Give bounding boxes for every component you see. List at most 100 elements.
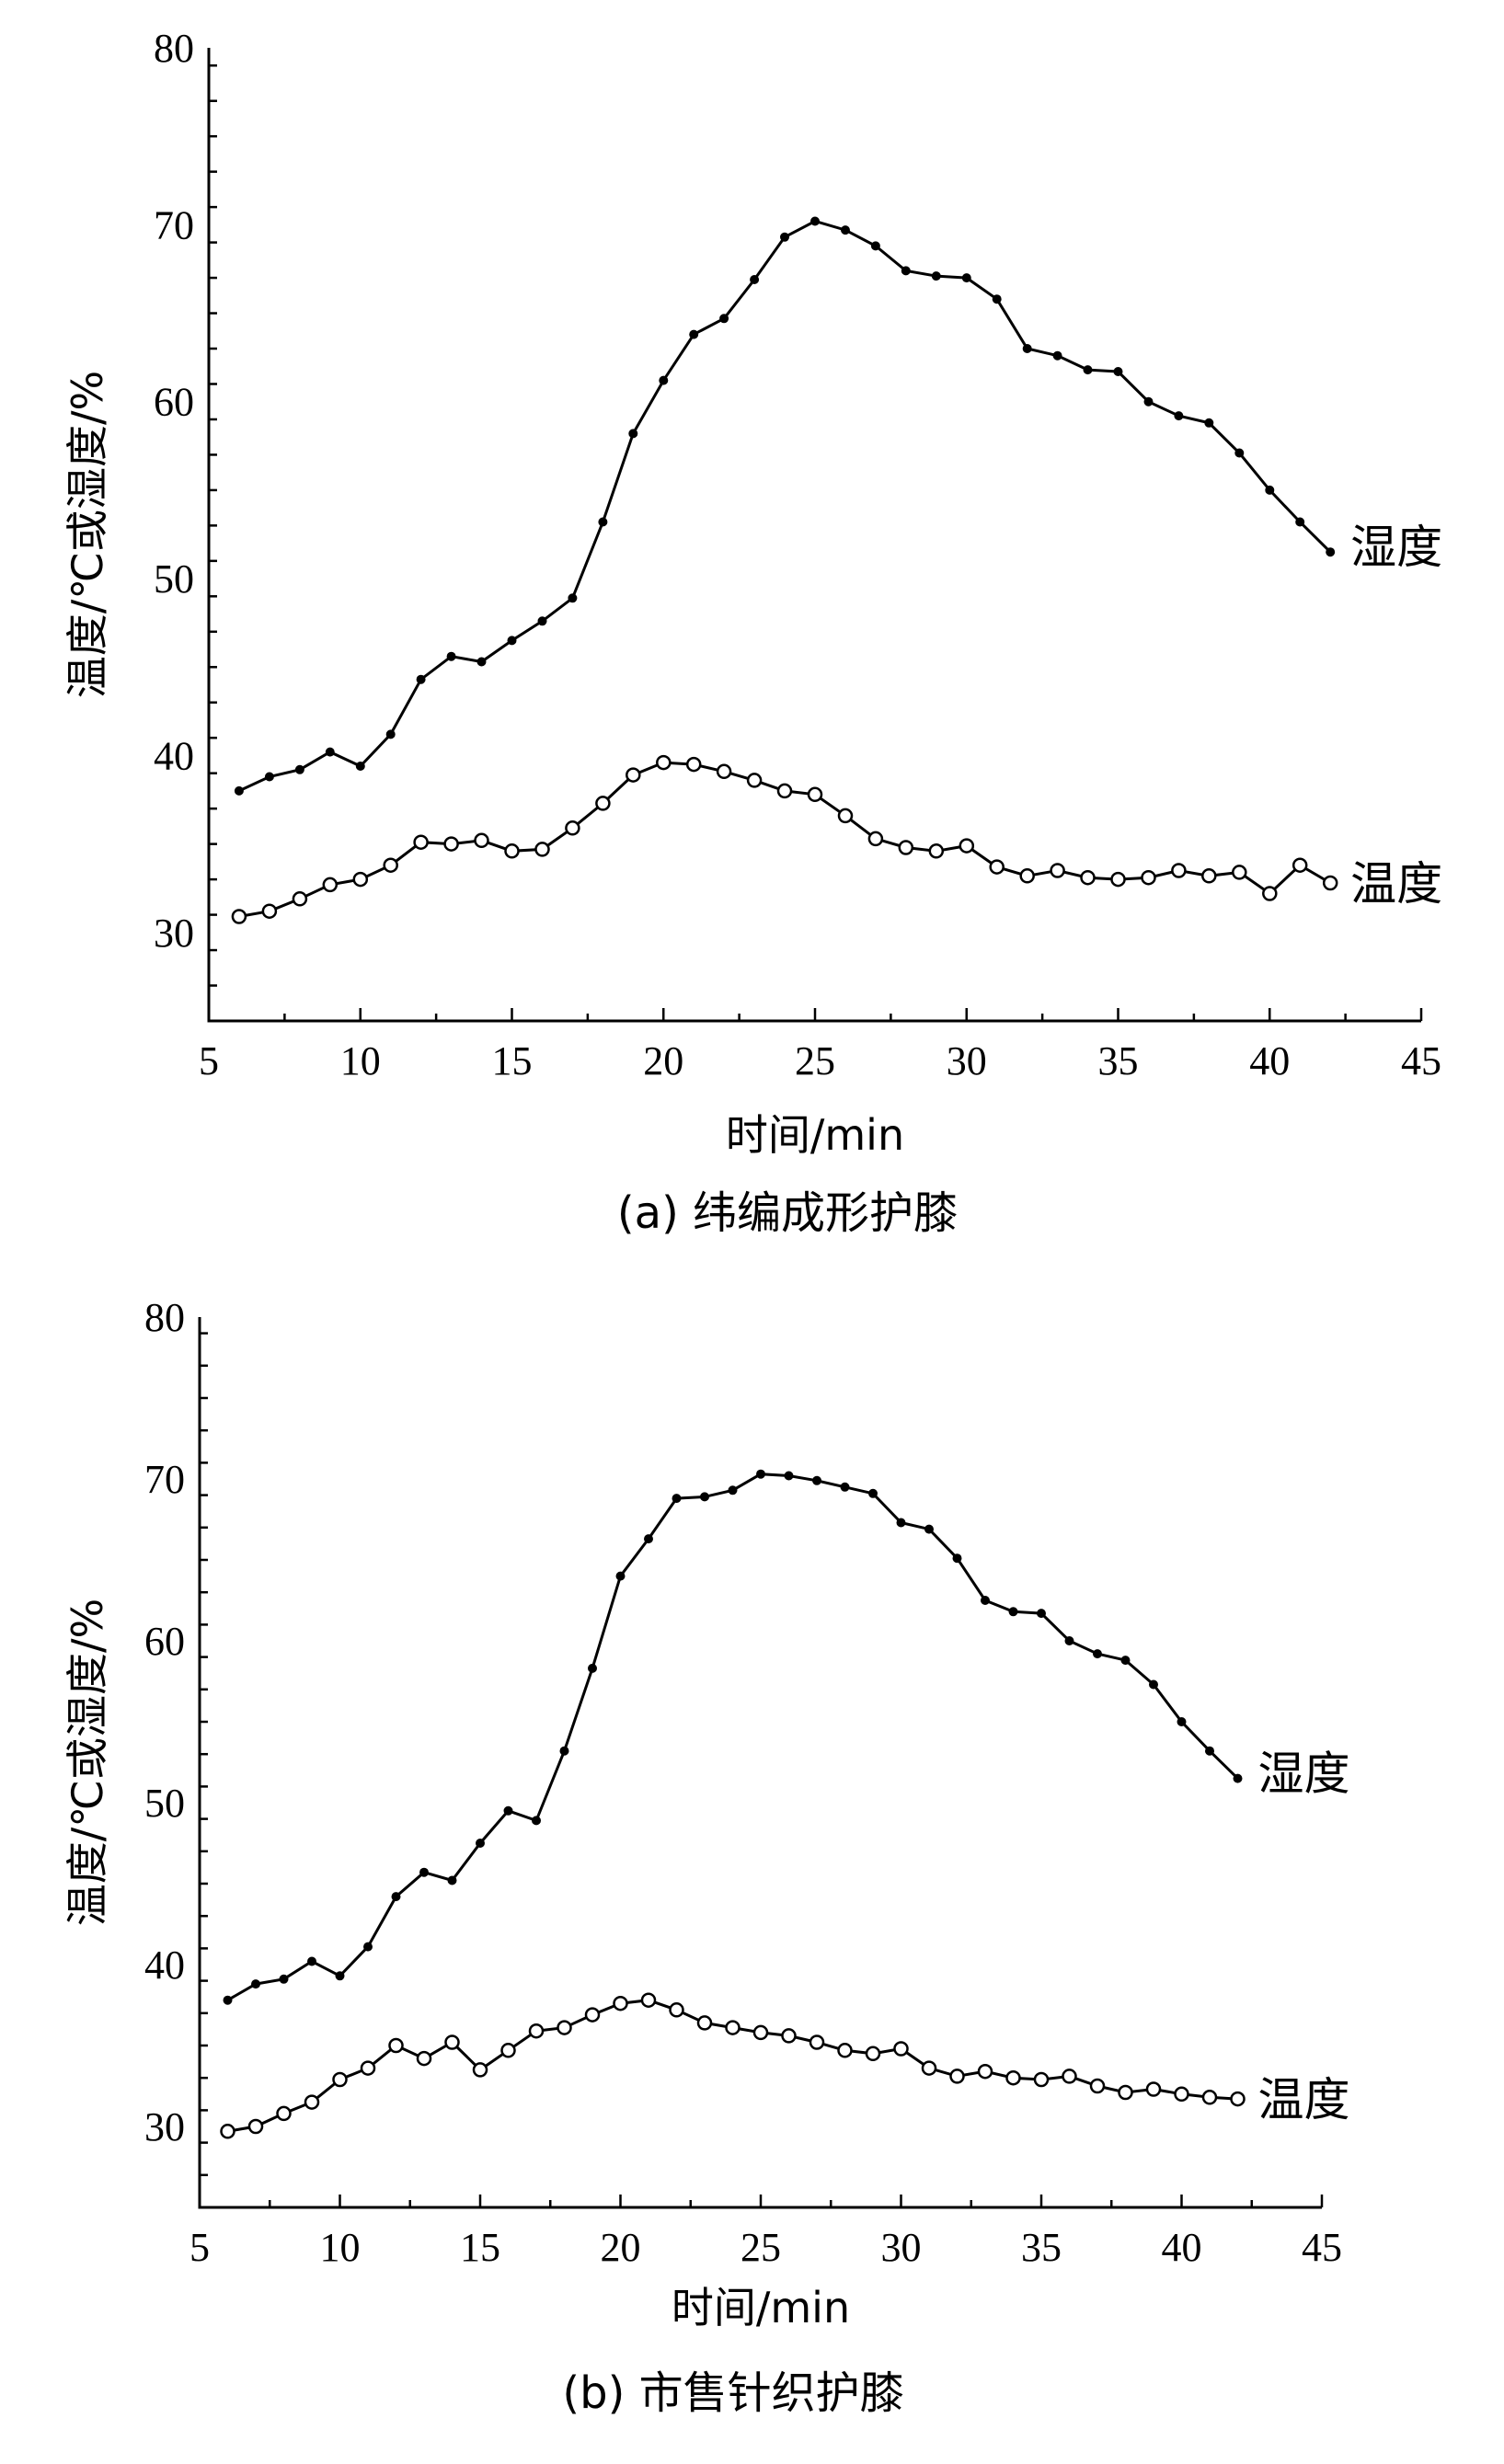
- data-point: [537, 616, 547, 626]
- x-tick-label: 10: [340, 1038, 381, 1083]
- data-point: [1171, 863, 1187, 878]
- data-point: [628, 429, 638, 439]
- x-tick-label: 20: [643, 1038, 683, 1083]
- data-point: [898, 840, 914, 855]
- data-point: [1174, 411, 1184, 421]
- data-point: [294, 764, 304, 774]
- x-axis-title: 时间/min: [726, 1110, 904, 1160]
- data-point: [1141, 869, 1156, 886]
- data-point: [1019, 868, 1035, 884]
- y-tick-label: 30: [154, 911, 194, 956]
- data-point: [419, 1867, 429, 1877]
- data-point: [264, 772, 274, 782]
- series-label: 湿度: [1350, 521, 1442, 574]
- data-point: [1037, 1609, 1046, 1619]
- data-point: [1062, 2069, 1077, 2084]
- data-point: [1234, 448, 1245, 458]
- chart-panel-b: 5 10 15 20 25 30 35 40 45 30 40 50 60 70 80 温度/℃或湿度/% 时间…: [63, 1295, 1350, 2419]
- x-tick-label: 15: [460, 2225, 500, 2270]
- x-tick-label: 20: [601, 2225, 641, 2270]
- data-point: [1295, 517, 1305, 527]
- data-point: [355, 762, 365, 771]
- data-point: [837, 808, 854, 824]
- data-point: [931, 271, 941, 281]
- data-point: [292, 891, 308, 907]
- data-point: [1080, 869, 1096, 886]
- y-tick-label: 60: [144, 1619, 185, 1664]
- data-point: [981, 1596, 990, 1605]
- data-point: [841, 225, 850, 235]
- data-point: [989, 859, 1005, 875]
- data-point: [1064, 1636, 1074, 1645]
- y-tick-label: 50: [154, 556, 194, 602]
- data-point: [1022, 344, 1032, 353]
- y-tick-label: 30: [144, 2104, 185, 2149]
- series-label: 温度: [1350, 857, 1442, 911]
- data-point: [360, 2060, 376, 2076]
- data-point: [669, 2002, 684, 2018]
- data-point: [534, 842, 550, 857]
- x-tick-label: 45: [1401, 1038, 1441, 1083]
- data-point: [1110, 871, 1126, 888]
- data-point: [659, 375, 669, 385]
- series-label: 温度: [1258, 2073, 1350, 2126]
- data-point: [901, 266, 911, 276]
- data-point: [812, 1475, 821, 1485]
- data-point: [1262, 886, 1278, 901]
- data-point: [870, 241, 880, 251]
- data-point: [504, 843, 520, 859]
- data-point: [837, 2043, 853, 2058]
- data-point: [447, 1875, 457, 1885]
- panel-caption: (a) 纬编成形护膝: [617, 1187, 958, 1239]
- data-point: [1205, 1746, 1214, 1756]
- data-point: [959, 838, 975, 854]
- data-point: [719, 314, 729, 324]
- data-point: [840, 1482, 850, 1492]
- data-point: [385, 729, 396, 739]
- x-tick-label: 15: [492, 1038, 533, 1083]
- x-tick-label: 5: [199, 1038, 219, 1083]
- data-point: [626, 767, 641, 783]
- data-point: [559, 1746, 569, 1756]
- data-point: [322, 877, 339, 893]
- data-point: [1083, 365, 1093, 375]
- y-tick-label: 70: [154, 202, 194, 247]
- data-point: [476, 657, 487, 667]
- x-tick-label: 25: [795, 1038, 835, 1083]
- data-point: [1232, 865, 1247, 880]
- data-point: [780, 232, 789, 242]
- data-point: [307, 1956, 316, 1966]
- x-tick-label: 40: [1162, 2225, 1202, 2270]
- x-tick-label: 35: [1098, 1038, 1139, 1083]
- x-tick-label: 40: [1249, 1038, 1290, 1083]
- data-point: [568, 593, 578, 603]
- data-point: [725, 2020, 741, 2035]
- data-point: [685, 756, 702, 773]
- data-point: [276, 2105, 292, 2122]
- x-tick-label: 5: [189, 2225, 210, 2270]
- data-point: [391, 1892, 401, 1902]
- data-point: [557, 2020, 572, 2035]
- series-line: [227, 1999, 1238, 2133]
- x-axis-title: 时间/min: [672, 2283, 850, 2332]
- data-point: [598, 517, 608, 527]
- data-point: [507, 636, 517, 646]
- data-point: [810, 216, 820, 226]
- data-point: [584, 2007, 601, 2023]
- data-point: [865, 2046, 881, 2062]
- data-point: [474, 832, 489, 849]
- data-point: [868, 1488, 878, 1498]
- panel-caption: (b) 市售针织护膝: [562, 2367, 903, 2419]
- series-temperature: 温度: [220, 1992, 1350, 2139]
- data-point: [352, 871, 369, 888]
- x-tick-label: 30: [947, 1038, 987, 1083]
- data-point: [528, 2023, 545, 2039]
- data-point: [615, 1571, 626, 1581]
- data-point: [1143, 396, 1154, 407]
- data-point: [1008, 1607, 1018, 1617]
- data-point: [1230, 2091, 1246, 2107]
- y-axis-title: 温度/℃或湿度/%: [63, 1599, 112, 1926]
- data-point: [992, 294, 1002, 304]
- data-point: [961, 273, 971, 283]
- data-point: [1292, 857, 1308, 873]
